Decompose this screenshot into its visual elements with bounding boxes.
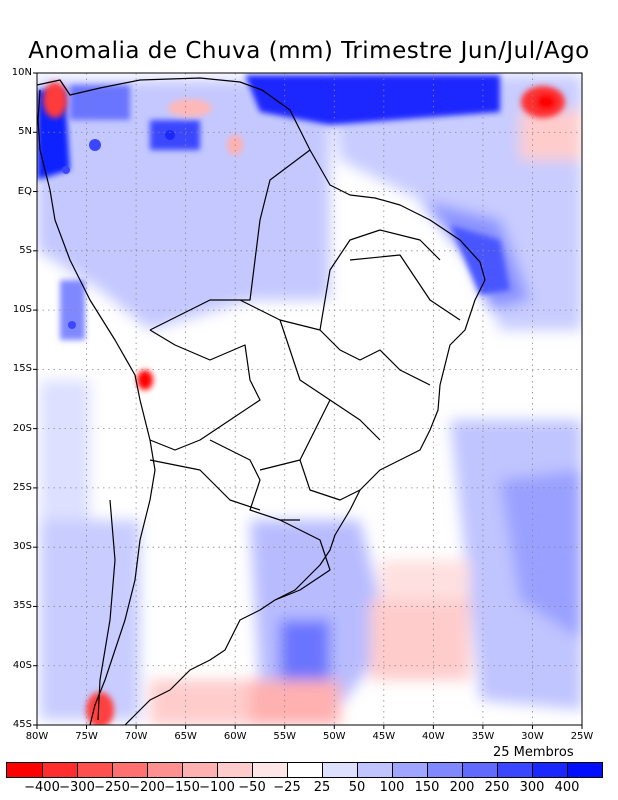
lat-label-10n: 10N	[11, 67, 32, 78]
lat-label-5s: 5S	[19, 244, 32, 256]
colorbar-swatch	[427, 763, 462, 777]
lat-label-20s: 20S	[12, 422, 32, 434]
colorbar-swatch	[217, 763, 252, 777]
lon-label-70w: 70W	[124, 731, 148, 742]
lon-label-40w: 40W	[422, 731, 445, 742]
lat-label-45s: 45S	[12, 719, 32, 730]
lat-label-40s: 40S	[12, 659, 32, 671]
lat-label-15s: 15S	[12, 363, 32, 375]
colorbar-swatch	[392, 763, 427, 777]
colorbar	[6, 762, 603, 778]
colorbar-swatch	[532, 763, 567, 777]
lat-label-eq: EQ	[17, 185, 32, 197]
colorbar-swatch	[252, 763, 287, 777]
colorbar-label: −50	[238, 780, 266, 795]
paraguay-border	[209, 439, 300, 521]
lon-label-45w: 45W	[372, 731, 396, 742]
lon-label-75w: 75W	[75, 731, 98, 742]
lon-label-50w: 50W	[322, 731, 346, 742]
colorbar-swatch	[7, 763, 42, 777]
lon-label-55w: 55W	[273, 731, 297, 742]
colorbar-label: −150	[164, 780, 200, 795]
colorbar-swatch	[462, 763, 497, 777]
axis-ticks	[33, 72, 583, 729]
ensemble-members-label: 25 Membros	[493, 745, 574, 760]
colorbar-label: −300	[59, 780, 95, 795]
bolivia-border	[149, 329, 261, 451]
colorbar-label: 50	[348, 780, 366, 795]
colorbar-swatch	[357, 763, 392, 777]
colorbar-swatch	[147, 763, 182, 777]
colorbar-label: −200	[129, 780, 165, 795]
map-title: Anomalia de Chuva (mm) Trimestre Jun/Jul…	[28, 38, 590, 64]
brazil-states	[239, 229, 461, 501]
colorbar-label: 300	[519, 780, 545, 795]
lat-label-35s: 35S	[12, 600, 32, 612]
colorbar-label: 25	[313, 780, 331, 795]
lon-label-60w: 60W	[223, 731, 247, 742]
pacific-coastline	[37, 89, 156, 726]
graticule-grid	[37, 73, 582, 725]
colorbar-swatch	[77, 763, 112, 777]
lat-label-30s: 30S	[12, 541, 32, 553]
colorbar-swatch	[322, 763, 357, 777]
lon-label-35w: 35W	[471, 731, 495, 742]
colorbar-swatch	[42, 763, 77, 777]
uruguay-border	[274, 519, 331, 601]
colorbar-label: 100	[379, 780, 405, 795]
colorbar-label: −400	[24, 780, 60, 795]
colorbar-swatch	[567, 763, 602, 777]
colorbar-swatch	[497, 763, 532, 777]
anomaly-field	[37, 73, 582, 725]
colorbar-label: −25	[273, 780, 301, 795]
brazil-border	[149, 149, 311, 331]
colorbar-label: 200	[449, 780, 475, 795]
lat-label-10s: 10S	[12, 304, 32, 316]
map-frame	[36, 72, 583, 726]
south-america-coastline	[36, 77, 486, 726]
colorbar-swatch	[287, 763, 322, 777]
lon-label-80w: 80W	[25, 731, 49, 742]
colorbar-label: 150	[414, 780, 440, 795]
colorbar-label: 250	[484, 780, 510, 795]
lat-label-5n: 5N	[18, 126, 32, 138]
lon-label-65w: 65W	[174, 731, 197, 742]
andes-border	[97, 499, 116, 721]
country-borders	[36, 77, 486, 726]
lon-label-30w: 30W	[521, 731, 544, 742]
colorbar-label: 400	[554, 780, 580, 795]
colorbar-label: −250	[94, 780, 130, 795]
colorbar-swatch	[182, 763, 217, 777]
colorbar-swatch	[112, 763, 147, 777]
colorbar-labels: −400 −300 −250 −200 −150 −100 −50 −25 25 50 100 150…	[6, 780, 616, 796]
argentina-border	[149, 459, 261, 511]
lon-label-25w: 25W	[570, 731, 594, 742]
lat-label-25s: 25S	[12, 481, 32, 493]
colorbar-label: −100	[199, 780, 235, 795]
